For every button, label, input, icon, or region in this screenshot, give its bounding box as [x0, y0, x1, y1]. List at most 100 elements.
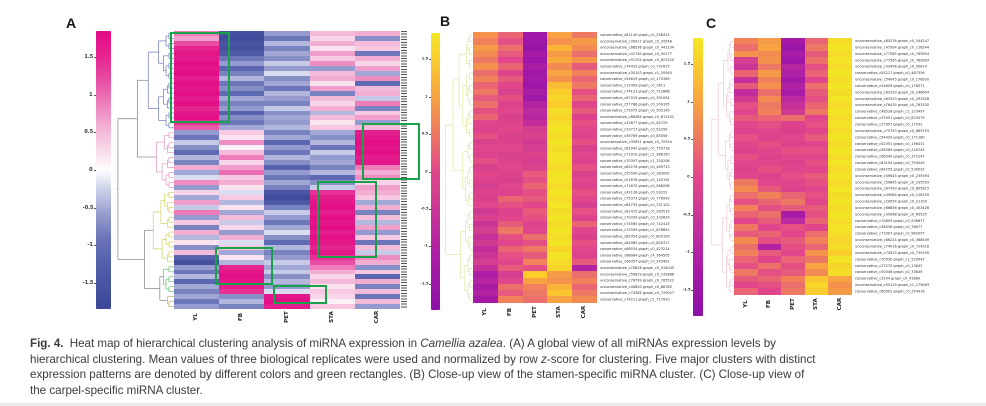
heatmap-cell: [828, 166, 852, 173]
heatmap-cell: [522, 233, 548, 240]
heatmap-row: [473, 164, 597, 171]
heatmap-row: [734, 108, 852, 116]
heatmap-cell: [497, 107, 523, 114]
heatmap-cell: [804, 70, 829, 77]
heatmap-cell: [497, 157, 523, 165]
heatmap-row: [174, 125, 401, 131]
heatmap-cell: [309, 125, 355, 131]
heatmap-cell: [309, 80, 355, 86]
heatmap-row: [734, 127, 852, 135]
heatmap-cell: [757, 204, 782, 212]
heatmap-cell: [309, 50, 355, 56]
heatmap-cell: [572, 145, 597, 152]
heatmap-cell: [309, 274, 355, 280]
heatmap-cell: [473, 132, 498, 140]
heatmap-cell: [309, 130, 355, 136]
panel-c-column-labels: YL FB PET STA CAR: [734, 298, 852, 316]
row-label: unconservative_c35068 graph_c0_65525: [855, 212, 927, 217]
heatmap-cell: [473, 208, 498, 215]
row-label: conservative_c58389 graph_c0_218743: [855, 148, 925, 153]
heatmap-cell: [219, 65, 265, 71]
heatmap-cell: [264, 55, 310, 61]
heatmap-row: [473, 220, 597, 228]
heatmap-cell: [264, 175, 310, 181]
heatmap-cell: [804, 269, 829, 276]
cluster-highlight-pet: [273, 285, 327, 304]
heatmap-cell: [174, 264, 220, 270]
heatmap-cell: [473, 57, 498, 64]
heatmap-cell: [497, 38, 523, 45]
colorbar-tick-label: -1.5: [82, 279, 93, 285]
heatmap-row: [174, 294, 401, 300]
heatmap-cell: [473, 176, 498, 184]
heatmap-cell: [174, 80, 220, 86]
heatmap-cell: [497, 271, 523, 278]
heatmap-cell: [219, 50, 265, 56]
heatmap-cell: [309, 35, 355, 41]
heatmap-cell: [757, 108, 782, 116]
panel-c-letter: C: [706, 15, 717, 31]
heatmap-cell: [309, 145, 355, 151]
colorbar-tick-label: 1: [89, 91, 93, 98]
heatmap-cell: [572, 164, 597, 171]
heatmap-cell: [309, 115, 355, 121]
row-label: conservative_c54619 graph_c0_170389: [600, 77, 670, 82]
row-label: conservative_c12409 graph_c0_1611: [600, 83, 666, 88]
heatmap-cell: [781, 269, 805, 276]
heatmap-cell: [757, 166, 782, 173]
panel-a-row-labels-microtext: [401, 31, 407, 309]
heatmap-cell: [497, 139, 523, 146]
heatmap-cell: [828, 134, 852, 141]
heatmap-cell: [734, 95, 758, 103]
heatmap-cell: [264, 90, 310, 96]
heatmap-cell: [757, 282, 782, 289]
heatmap-cell: [757, 147, 782, 154]
heatmap-row: [174, 105, 401, 111]
row-label: conservative_c66357 graph_c0_245402: [600, 259, 670, 264]
heatmap-cell: [804, 288, 829, 295]
heatmap-cell: [828, 153, 852, 161]
heatmap-cell: [497, 208, 523, 215]
row-label: conservative_c84733 graph_c0_331102: [600, 203, 670, 208]
heatmap-cell: [734, 198, 758, 205]
heatmap-cell: [757, 237, 782, 244]
heatmap-cell: [473, 195, 498, 203]
heatmap-cell: [804, 172, 829, 180]
heatmap-cell: [804, 230, 829, 238]
heatmap-cell: [804, 211, 829, 218]
heatmap-cell: [828, 172, 852, 180]
heatmap-cell: [804, 127, 829, 135]
heatmap-row: [174, 269, 401, 275]
heatmap-cell: [734, 249, 758, 257]
heatmap-cell: [804, 160, 829, 167]
heatmap-cell: [219, 40, 265, 46]
row-label: conservative_c61140 graph_c0_258415: [600, 33, 670, 37]
heatmap-row: [473, 271, 597, 278]
heatmap-cell: [572, 208, 597, 215]
heatmap-cell: [734, 38, 758, 45]
heatmap-cell: [572, 195, 597, 203]
heatmap-cell: [219, 100, 265, 106]
heatmap-cell: [828, 230, 852, 238]
panel-b-colorbar: [431, 33, 440, 310]
heatmap-cell: [828, 82, 852, 90]
heatmap-cell: [828, 50, 852, 58]
heatmap-cell: [828, 249, 852, 257]
heatmap-cell: [734, 185, 758, 193]
heatmap-cell: [572, 283, 597, 291]
heatmap-cell: [522, 132, 548, 140]
heatmap-cell: [547, 296, 573, 303]
heatmap-row: [473, 189, 597, 196]
heatmap-cell: [174, 239, 220, 245]
heatmap-cell: [572, 227, 597, 234]
caption-text: hierarchical clustering. Mean values of …: [30, 352, 542, 366]
heatmap-row: [174, 110, 401, 116]
column-label-cell: PET: [781, 298, 805, 316]
heatmap-cell: [522, 50, 548, 58]
heatmap-cell: [354, 160, 401, 166]
row-label: conservative_c57766 graph_c0_209195: [600, 102, 670, 107]
heatmap-row: [734, 192, 852, 199]
heatmap-row: [734, 204, 852, 212]
row-label: conservative_c84085 graph_c0_800317: [600, 240, 670, 245]
heatmap-cell: [309, 165, 355, 171]
